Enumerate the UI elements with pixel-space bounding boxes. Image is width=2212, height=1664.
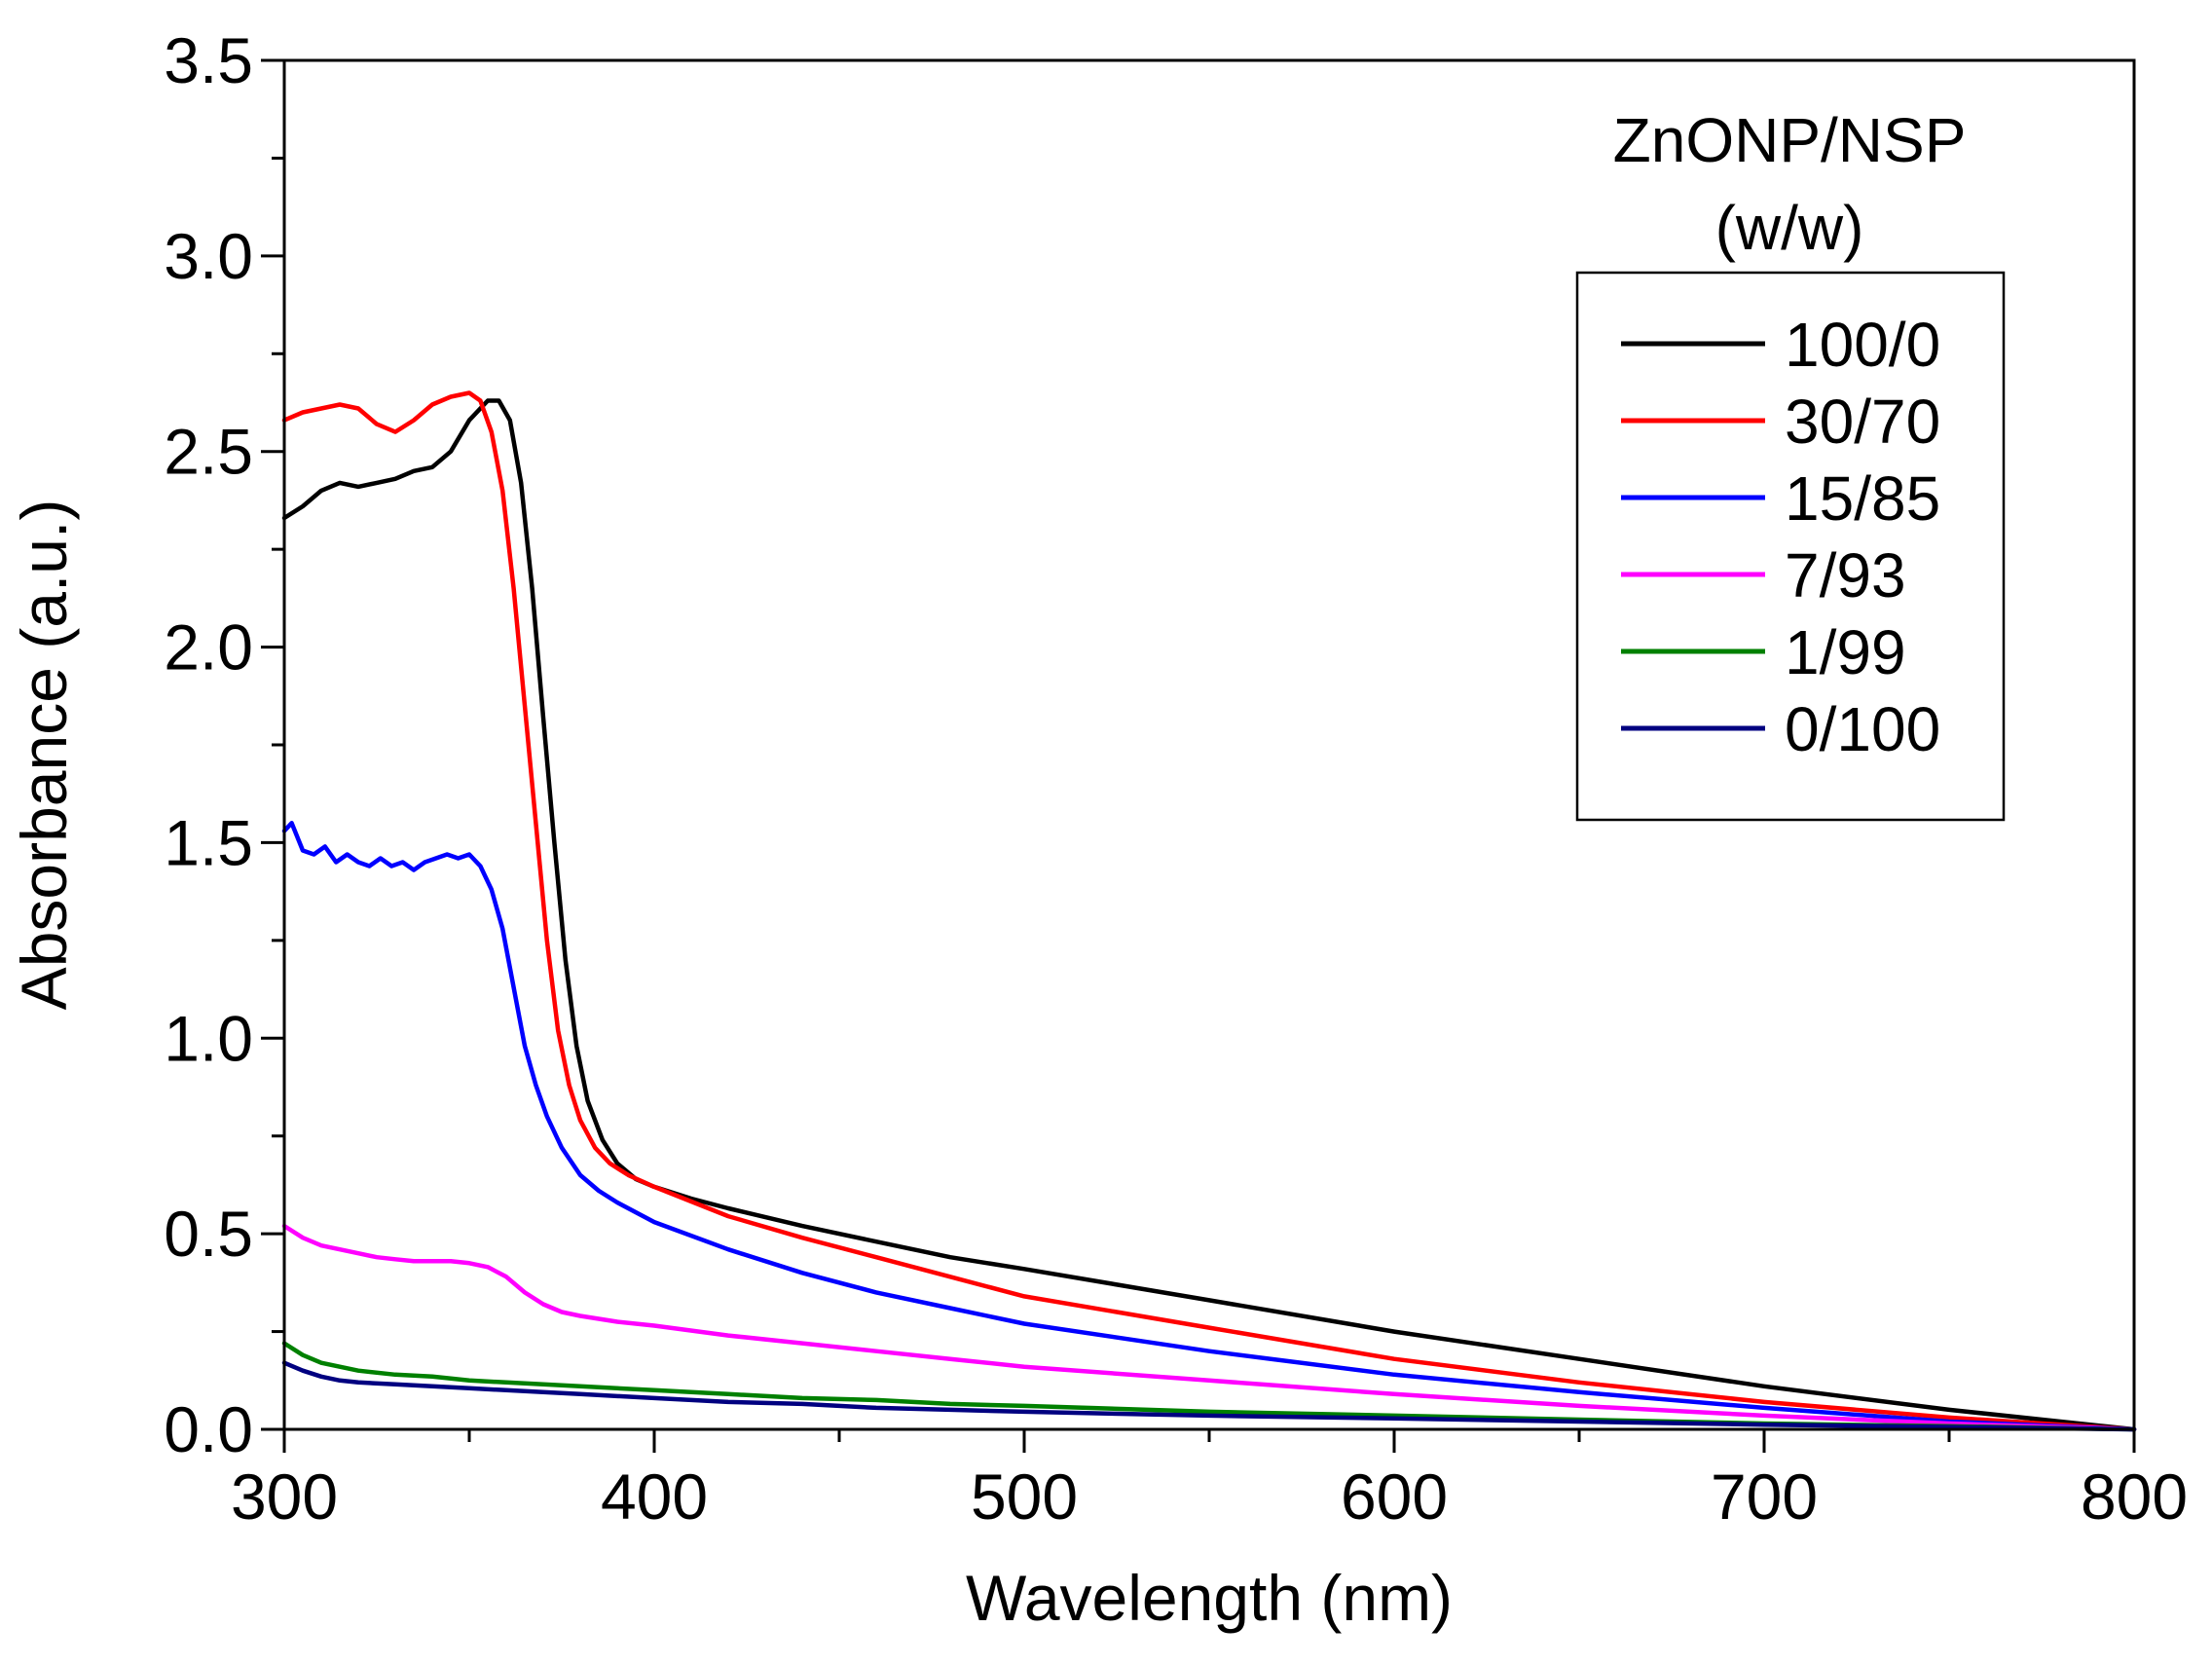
x-tick-label: 700 — [1711, 1461, 1818, 1533]
x-tick-label: 300 — [231, 1461, 338, 1533]
y-axis: 0.0 0.5 1.0 1.5 2.0 2.5 3.0 3.5 — [164, 24, 284, 1465]
legend-title-line-1: ZnONP/NSP — [1613, 105, 1967, 175]
y-tick-label: 2.5 — [164, 416, 253, 488]
y-axis-title: Absorbance (a.u.) — [8, 499, 80, 1011]
legend-label: 1/99 — [1785, 617, 1906, 687]
y-tick-label: 1.0 — [164, 1002, 253, 1074]
legend-item: 100/0 — [1621, 310, 1940, 380]
legend-label: 15/85 — [1785, 463, 1940, 534]
y-tick-label: 0.5 — [164, 1198, 253, 1270]
x-axis: 300 400 500 600 700 800 — [231, 1429, 2188, 1533]
x-tick-label: 600 — [1341, 1461, 1448, 1533]
y-tick-label: 0.0 — [164, 1393, 253, 1465]
series-line-1-99 — [281, 1341, 2137, 1432]
series-line-100-0 — [281, 398, 2137, 1432]
legend-item: 7/93 — [1621, 540, 1906, 610]
x-axis-title: Wavelength (nm) — [966, 1562, 1453, 1634]
y-tick-label: 1.5 — [164, 806, 253, 878]
x-tick-label: 400 — [601, 1461, 708, 1533]
legend-item: 0/100 — [1621, 694, 1940, 764]
legend-label: 0/100 — [1785, 694, 1940, 764]
series-line-0-100 — [281, 1360, 2137, 1432]
legend-item: 30/70 — [1621, 387, 1940, 457]
y-tick-label: 2.0 — [164, 611, 253, 684]
series-line-15-85 — [281, 821, 2137, 1432]
x-tick-label: 500 — [971, 1461, 1078, 1533]
legend-item: 15/85 — [1621, 463, 1940, 534]
series-layer — [281, 390, 2137, 1432]
legend-label: 7/93 — [1785, 540, 1906, 610]
series-line-7-93 — [281, 1223, 2137, 1432]
y-tick-label: 3.5 — [164, 24, 253, 96]
y-tick-label: 3.0 — [164, 220, 253, 292]
legend-label: 30/70 — [1785, 387, 1940, 457]
legend-title-line-2: (w/w) — [1715, 193, 1864, 263]
x-tick-label: 800 — [2081, 1461, 2188, 1533]
legend-item: 1/99 — [1621, 617, 1906, 687]
legend-label: 100/0 — [1785, 310, 1940, 380]
series-line-30-70 — [281, 390, 2137, 1432]
